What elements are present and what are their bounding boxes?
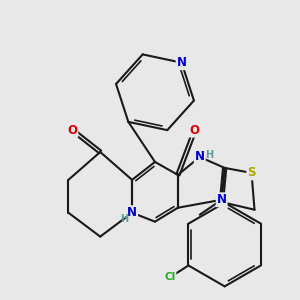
- Text: Cl: Cl: [164, 272, 175, 282]
- Text: H: H: [120, 214, 128, 224]
- Text: N: N: [195, 151, 205, 164]
- Text: O: O: [190, 124, 200, 136]
- Text: H: H: [205, 150, 213, 160]
- Text: S: S: [247, 167, 256, 179]
- Text: O: O: [68, 124, 77, 136]
- Text: N: N: [177, 56, 187, 69]
- Text: N: N: [127, 206, 137, 219]
- Text: N: N: [217, 193, 227, 206]
